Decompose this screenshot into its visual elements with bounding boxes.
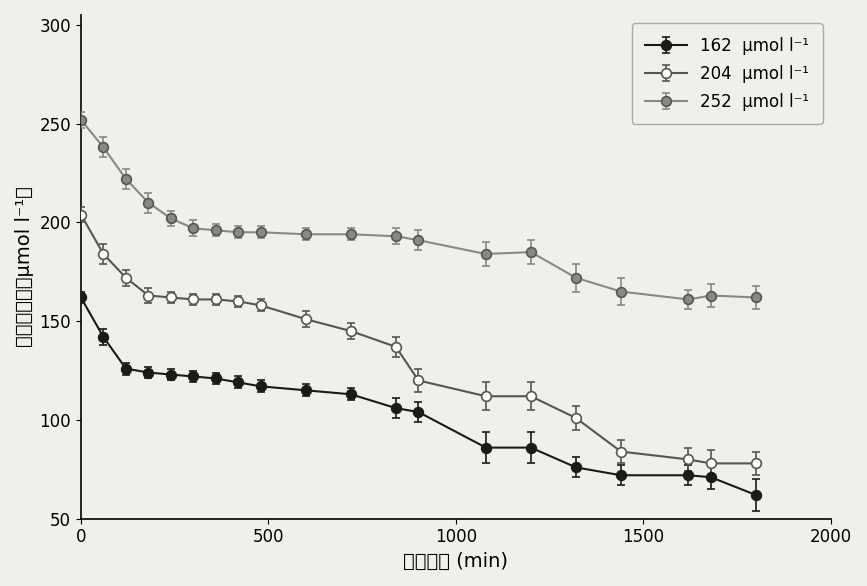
Legend: 162  μmol l⁻¹, 204  μmol l⁻¹, 252  μmol l⁻¹: 162 μmol l⁻¹, 204 μmol l⁻¹, 252 μmol l⁻¹ [632,23,823,124]
Y-axis label: 耗竭液浓度（μmol l⁻¹）: 耗竭液浓度（μmol l⁻¹） [15,186,34,347]
X-axis label: 耗竭时间 (min): 耗竭时间 (min) [403,552,508,571]
